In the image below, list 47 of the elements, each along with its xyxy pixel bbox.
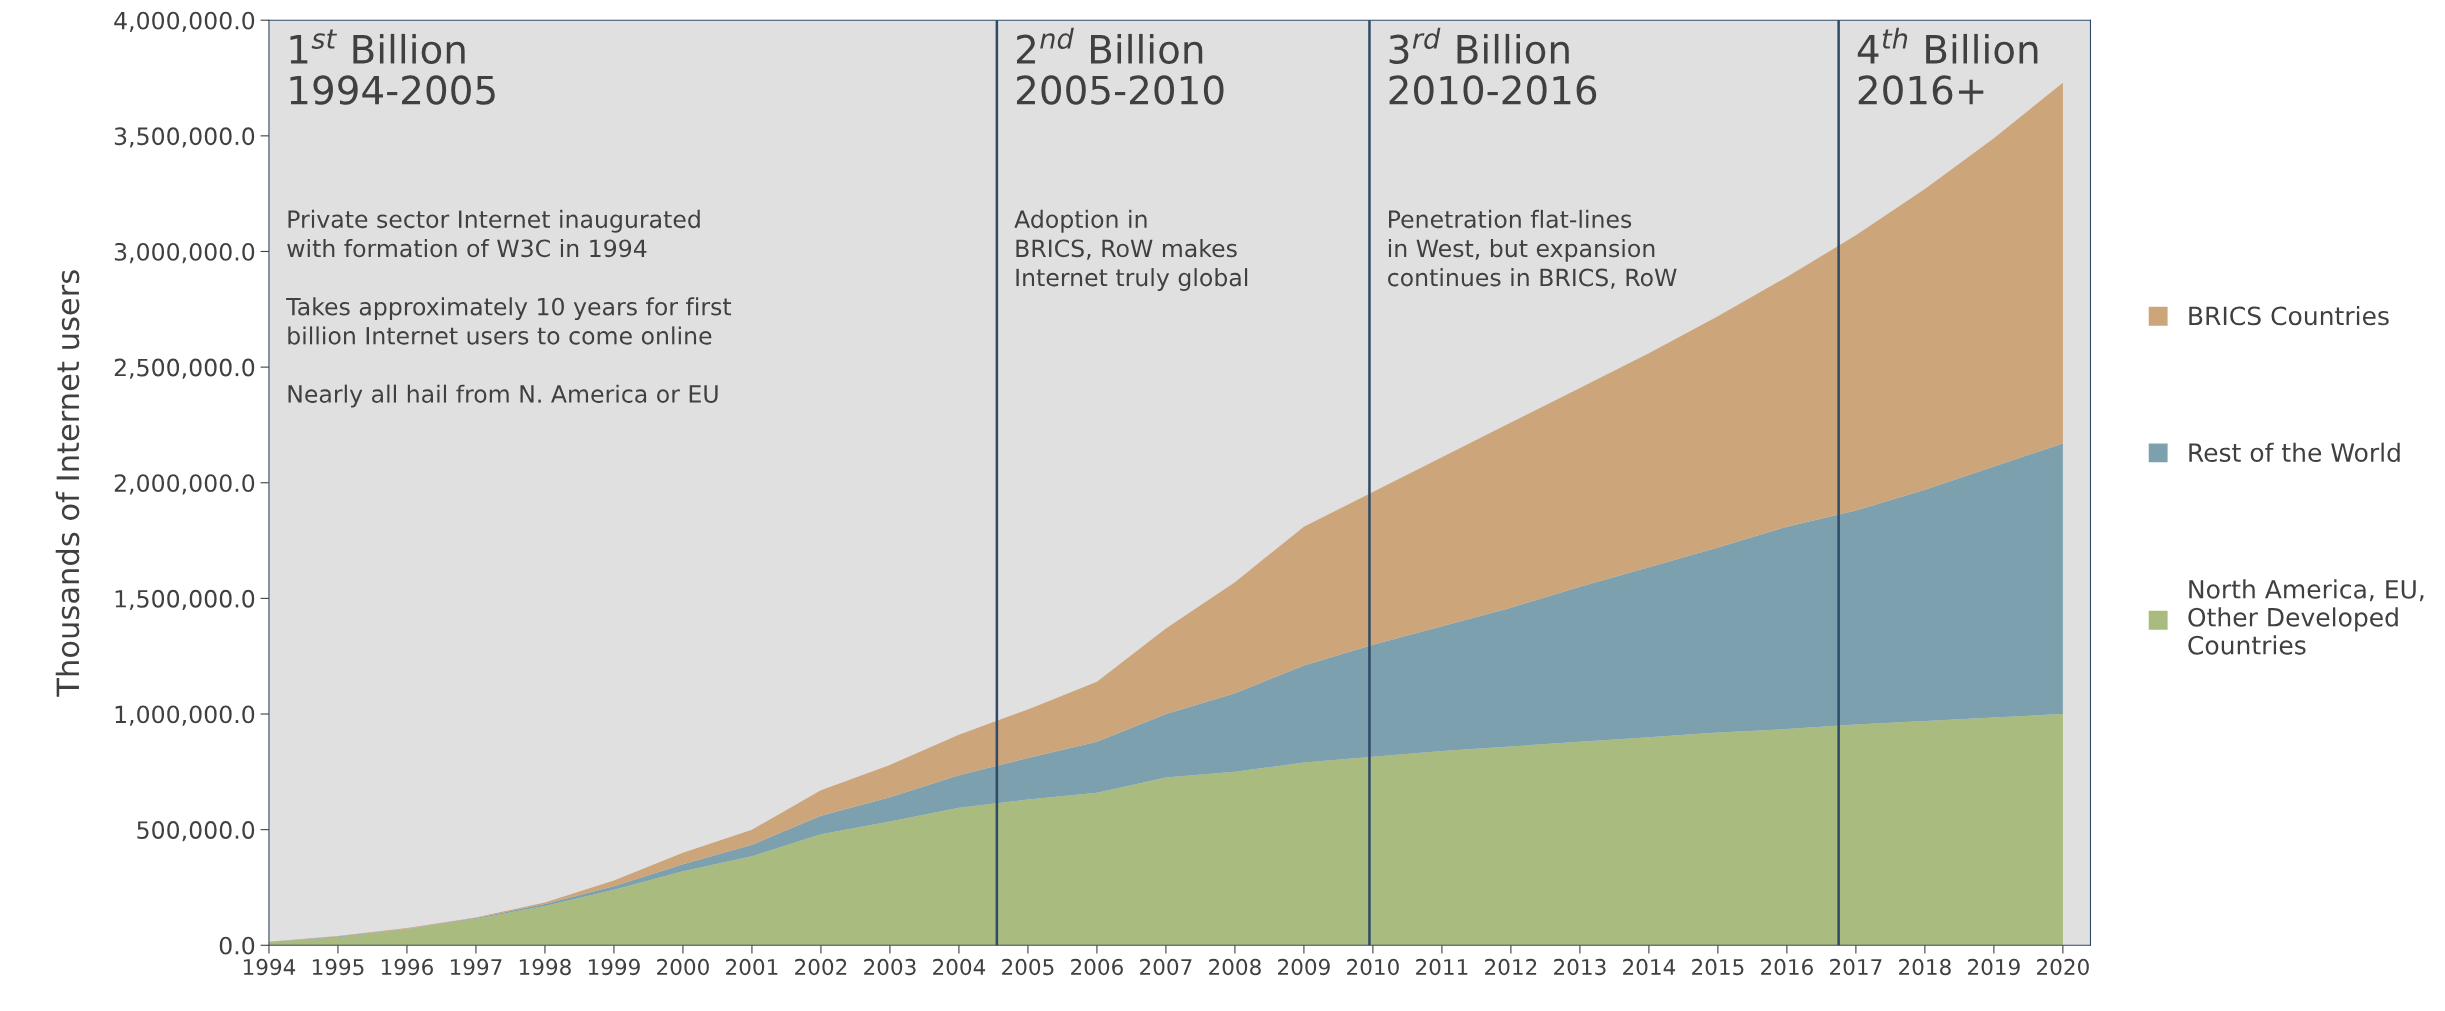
y-axis-title: Thousands of Internet users: [55, 270, 80, 697]
legend-label: Rest of the World: [2189, 442, 2400, 463]
band-label: 2$^{nd}$ Billion 2005-2010: [1016, 27, 1224, 105]
x-tick-label: 2009: [1278, 958, 1330, 976]
x-tick-label: 2008: [1209, 958, 1261, 976]
x-tick-label: 1997: [450, 958, 502, 976]
y-tick-label: 0.0: [219, 936, 255, 955]
x-tick-label: 1996: [381, 958, 433, 976]
x-tick-label: 2014: [1623, 958, 1676, 976]
y-tick-label: 1,500,000.0: [115, 589, 255, 611]
y-tick-label: 500,000.0: [137, 821, 255, 842]
band-label: 1$^{st}$ Billion 1994-2005: [290, 29, 495, 105]
x-tick-label: 2005: [1002, 958, 1054, 976]
x-tick-label: 2010: [1347, 958, 1399, 976]
y-tick-label: 4,000,000.0: [114, 11, 255, 32]
legend-label: North America, EU, Other Developed Countries: [2188, 579, 2424, 655]
x-tick-label: 1998: [519, 958, 571, 976]
band-label: 4$^{th}$ Billion 2016+: [1857, 27, 2038, 105]
x-tick-label: 1995: [312, 958, 364, 976]
band-label: 3$^{rd}$ Billion 2010-2016: [1389, 27, 1597, 105]
x-tick-label: 2006: [1071, 958, 1123, 976]
annotation: Penetration flat-lines in West, but expansion continues in BRICS, RoW: [1388, 209, 1677, 289]
legend-label: BRICS Countries: [2189, 305, 2389, 326]
x-tick-label: 2013: [1554, 958, 1606, 976]
x-tick-label: 1999: [588, 958, 640, 976]
x-tick-label: 2003: [864, 958, 916, 976]
x-tick-label: 2016: [1761, 958, 1813, 976]
text: Private sector Internet inaugurated with formation of W3C in 1994 Takes approximately 10 years for first billion Internet users to come online Nearly all hail from N. America or EU: [286, 209, 732, 408]
x-tick-label: 2020: [2037, 958, 2089, 976]
x-tick-label: 2004: [933, 958, 986, 976]
y-tick-label: 2,500,000.0: [114, 358, 255, 379]
x-tick-label: 2002: [795, 958, 847, 976]
annotation: Adoption in BRICS, RoW makes Internet truly global: [1014, 209, 1248, 291]
x-tick-label: 1994: [243, 958, 296, 976]
x-tick-label: 2018: [1899, 958, 1951, 976]
x-tick-label: 2017: [1830, 958, 1882, 976]
x-tick-label: 2000: [657, 958, 709, 976]
y-tick-label: 1,000,000.0: [115, 705, 255, 726]
x-tick-label: 2011: [1416, 958, 1468, 976]
y-tick-label: 3,500,000.0: [114, 127, 255, 148]
x-tick-label: 2019: [1968, 958, 2020, 976]
x-tick-label: 2015: [1692, 958, 1744, 976]
y-tick-label: 3,000,000.0: [114, 242, 255, 264]
x-tick-label: 2007: [1140, 958, 1192, 976]
x-tick-label: 2012: [1485, 958, 1537, 976]
y-tick-label: 2,000,000.0: [114, 474, 255, 495]
x-tick-label: 2001: [726, 958, 778, 976]
